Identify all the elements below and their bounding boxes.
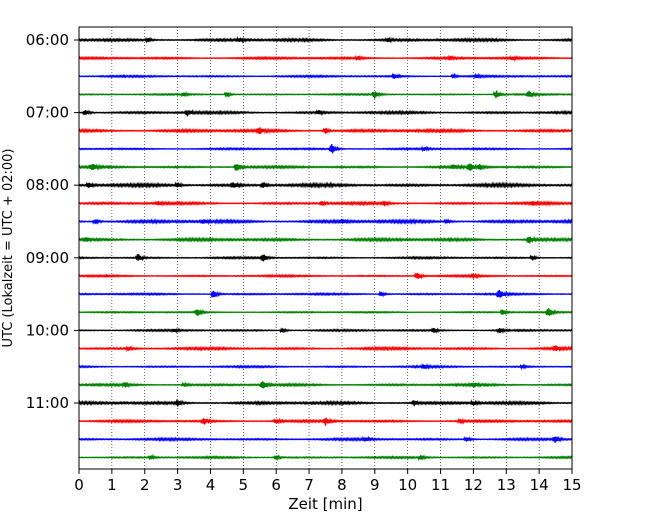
trace-row xyxy=(78,363,573,371)
x-tick-label: 7 xyxy=(304,476,314,494)
x-tick-label: 2 xyxy=(140,476,150,494)
x-tick-label: 13 xyxy=(497,476,516,494)
trace-row xyxy=(78,54,573,62)
x-tick-label: 11 xyxy=(431,476,450,494)
x-tick-label: 8 xyxy=(337,476,347,494)
trace-row xyxy=(78,345,573,353)
trace-row xyxy=(78,272,573,280)
trace-row xyxy=(78,453,573,461)
x-tick-label: 6 xyxy=(271,476,281,494)
trace-row xyxy=(78,435,573,443)
x-tick-label: 10 xyxy=(398,476,417,494)
trace-row xyxy=(78,90,573,99)
y-tick-label: 09:00 xyxy=(26,249,69,267)
trace-row xyxy=(78,399,573,407)
x-tick-label: 1 xyxy=(107,476,117,494)
x-axis-label: Zeit [min] xyxy=(288,495,362,513)
y-tick-label: 08:00 xyxy=(26,176,69,194)
trace-row xyxy=(78,199,573,207)
x-tick-label: 14 xyxy=(530,476,549,494)
trace-row xyxy=(78,289,573,298)
trace-row xyxy=(78,254,573,262)
x-tick-label: 4 xyxy=(206,476,216,494)
trace-row xyxy=(78,181,573,189)
trace-row xyxy=(78,163,573,171)
x-tick-label: 12 xyxy=(464,476,483,494)
x-tick-label: 0 xyxy=(74,476,84,494)
x-tick-label: 9 xyxy=(370,476,380,494)
y-axis-ticks: 06:00 07:00 08:00 09:00 10:00 11:00 xyxy=(26,31,79,412)
trace-row xyxy=(78,72,573,80)
trace-row xyxy=(78,327,573,335)
trace-row xyxy=(78,381,573,389)
trace-row xyxy=(78,144,573,154)
y-axis-label: UTC (Lokalzeit = UTC + 02:00) xyxy=(1,149,16,348)
plot-frame xyxy=(78,26,573,470)
y-tick-label: 06:00 xyxy=(26,31,69,49)
trace-row xyxy=(78,218,573,226)
trace-row xyxy=(78,127,573,135)
seismic-traces xyxy=(78,36,573,461)
x-tick-label: 3 xyxy=(173,476,183,494)
y-tick-label: 07:00 xyxy=(26,104,69,122)
trace-row xyxy=(78,108,573,117)
x-axis-ticks: 0 1 2 3 4 5 6 7 8 9 10 11 12 13 14 15 xyxy=(74,469,582,494)
trace-row xyxy=(78,308,573,316)
y-tick-label: 10:00 xyxy=(26,321,69,339)
y-tick-label: 11:00 xyxy=(26,394,69,412)
trace-row xyxy=(78,36,573,44)
trace-row xyxy=(78,417,573,426)
x-tick-label: 15 xyxy=(562,476,581,494)
x-tick-label: 5 xyxy=(239,476,249,494)
trace-row xyxy=(78,235,573,244)
